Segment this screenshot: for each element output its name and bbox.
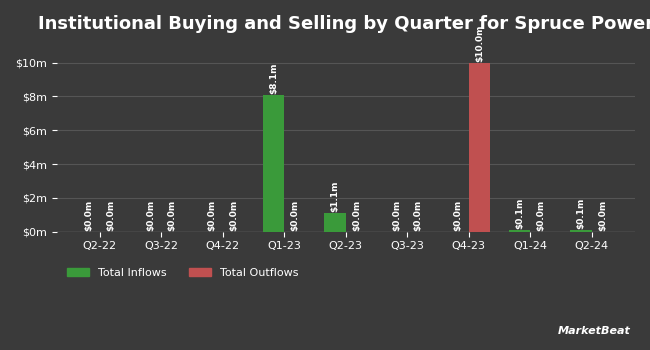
Text: $0.0m: $0.0m	[598, 199, 607, 231]
Bar	[324, 213, 346, 232]
Legend: Total Inflows, Total Outflows: Total Inflows, Total Outflows	[62, 263, 303, 282]
Text: $0.0m: $0.0m	[146, 199, 155, 231]
Text: $0.0m: $0.0m	[454, 199, 463, 231]
Text: $0.0m: $0.0m	[352, 199, 361, 231]
Text: $0.0m: $0.0m	[168, 199, 176, 231]
Text: $0.0m: $0.0m	[413, 199, 423, 231]
Text: $0.0m: $0.0m	[229, 199, 238, 231]
Bar	[509, 230, 530, 232]
Text: $0.0m: $0.0m	[106, 199, 115, 231]
Text: $0.0m: $0.0m	[291, 199, 300, 231]
Text: $1.1m: $1.1m	[331, 181, 339, 212]
Bar	[263, 95, 284, 232]
Text: $0.0m: $0.0m	[84, 199, 94, 231]
Text: $10.0m: $10.0m	[475, 24, 484, 62]
Bar	[571, 230, 592, 232]
Text: $8.1m: $8.1m	[269, 62, 278, 94]
Text: $0.0m: $0.0m	[207, 199, 216, 231]
Text: $0.1m: $0.1m	[577, 198, 586, 229]
Text: $0.0m: $0.0m	[392, 199, 401, 231]
Text: MarketBeat: MarketBeat	[558, 326, 630, 336]
Text: $0.1m: $0.1m	[515, 198, 524, 229]
Title: Institutional Buying and Selling by Quarter for Spruce Power: Institutional Buying and Selling by Quar…	[38, 15, 650, 33]
Bar	[469, 63, 490, 232]
Text: $0.0m: $0.0m	[537, 199, 545, 231]
